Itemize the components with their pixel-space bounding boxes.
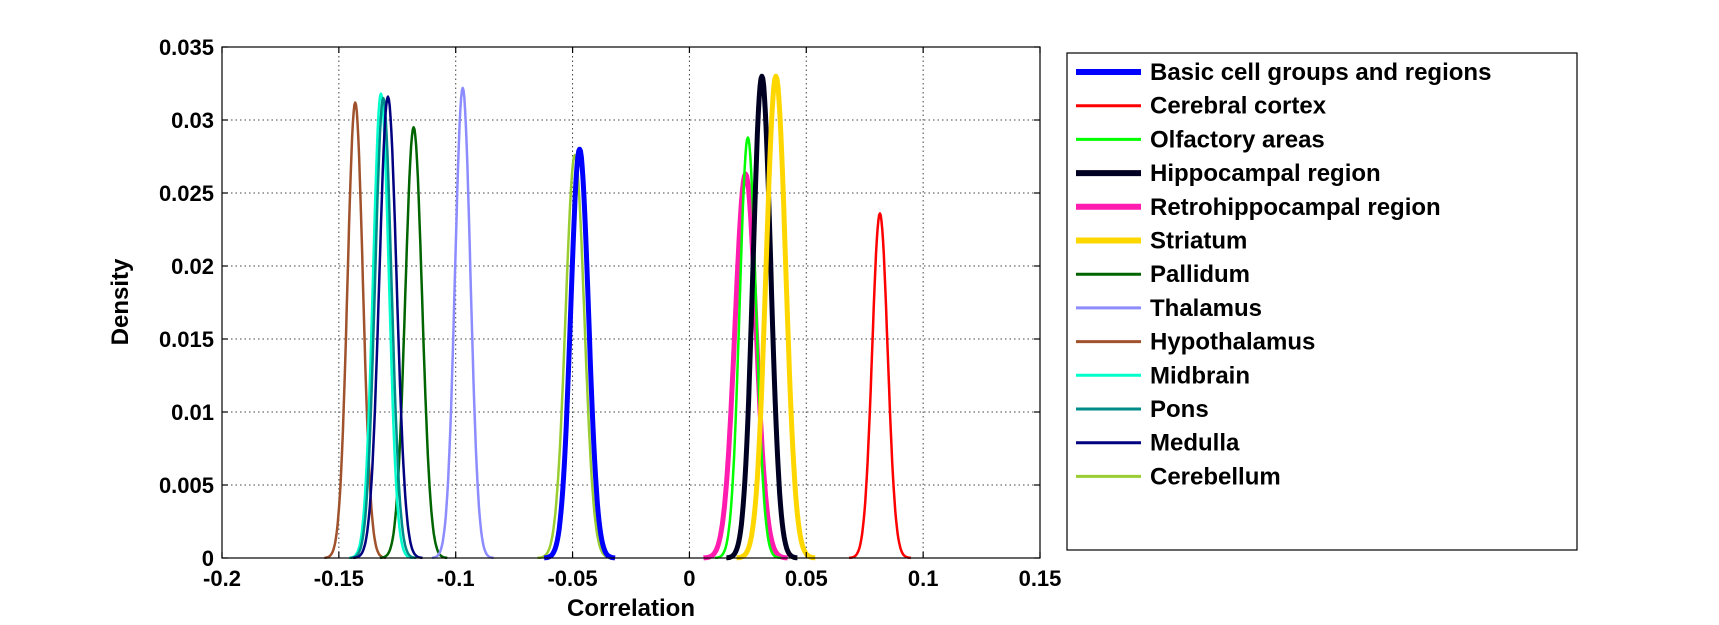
legend-label: Hypothalamus [1150,329,1315,356]
series-line-hypothalamus [323,101,387,560]
series-line-hippocampal-region [724,73,799,561]
y-tick-label: 0.02 [171,254,214,279]
x-tick-label: -0.15 [314,566,364,591]
legend: Basic cell groups and regions Cerebral co… [1066,52,1578,551]
legend-box [1066,52,1578,551]
legend-label: Cerebral cortex [1150,93,1327,120]
legend-label: Hippocampal region [1150,160,1381,187]
legend-label: Basic cell groups and regions [1150,59,1491,86]
series-line-cerebral-cortex [848,212,912,560]
x-tick-label: 0.15 [1019,566,1062,591]
legend-label: Pallidum [1150,261,1250,288]
legend-label: Medulla [1150,430,1240,457]
series-line-pons [350,96,417,560]
series-line-basic-cell-groups-and-regions [542,146,617,561]
y-tick-label: 0.01 [171,400,214,425]
y-tick-label: 0.005 [159,473,214,498]
series-line-pallidum [379,126,448,560]
legend-label: Retrohippocampal region [1150,194,1441,221]
y-ticks: 0 0.005 0.01 0.015 0.02 0.025 0.03 0.035 [159,35,1040,571]
axes [221,46,1041,559]
y-tick-label: 0.025 [159,181,214,206]
x-ticks: -0.2 -0.15 -0.1 -0.05 0 0.05 0.1 0.15 [203,47,1061,591]
y-tick-label: 0.015 [159,327,214,352]
x-tick-label: 0.1 [908,566,939,591]
series-line-midbrain [348,92,414,560]
series-line-medulla [352,95,423,560]
legend-label: Pons [1150,396,1209,423]
y-axis-label: Density [107,258,134,345]
x-tick-label: -0.1 [437,566,475,591]
legend-label: Olfactory areas [1150,126,1325,153]
series-line-thalamus [431,86,495,560]
x-axis-label: Correlation [567,595,695,622]
plot-area [222,47,1040,558]
legend-label: Cerebellum [1150,463,1281,490]
x-tick-label: 0.05 [785,566,828,591]
x-tick-label: 0 [683,566,695,591]
series-line-cerebellum [537,153,613,560]
legend-label: Thalamus [1150,295,1262,322]
x-tick-label: -0.2 [203,566,241,591]
y-tick-label: 0.03 [171,108,214,133]
series-line-olfactory-areas [714,136,782,560]
y-tick-label: 0.035 [159,35,214,60]
series-line-striatum [735,73,817,561]
legend-label: Midbrain [1150,362,1250,389]
y-tick-label: 0 [202,546,214,571]
legend-label: Striatum [1150,228,1247,255]
x-tick-label: -0.05 [547,566,597,591]
series-lines [323,73,912,561]
